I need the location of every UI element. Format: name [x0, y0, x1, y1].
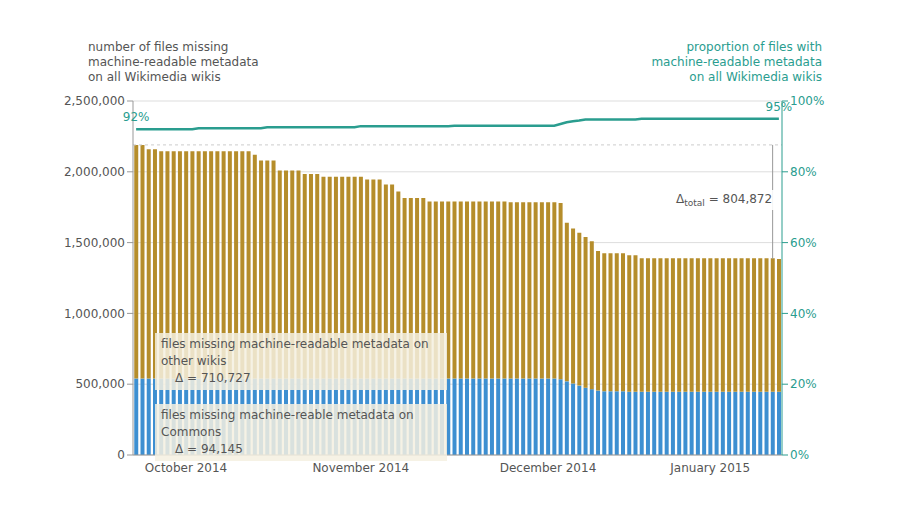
svg-text:500,000: 500,000 — [75, 377, 125, 391]
svg-text:0: 0 — [117, 448, 125, 462]
html-text:files missing machine-readable: files missing machine-readable metadata … — [161, 337, 429, 368]
html-text:on all Wikimedia wikis: on all Wikimedia wikis — [689, 70, 822, 84]
svg-text:60%: 60% — [790, 236, 817, 250]
svg-text:December 2014: December 2014 — [500, 461, 597, 475]
html-text:files missing machine-reable m: files missing machine-reable metadata on… — [161, 408, 414, 439]
html-text:machine-readable metadata: machine-readable metadata — [651, 55, 822, 69]
html-text:number of files missing: number of files missing — [88, 40, 229, 54]
svg-text:0%: 0% — [790, 448, 809, 462]
svg-text:80%: 80% — [790, 165, 817, 179]
svg-text:40%: 40% — [790, 307, 817, 321]
svg-text:20%: 20% — [790, 377, 817, 391]
svg-text:100%: 100% — [790, 94, 824, 108]
html-text:Δtotal= 804,872: Δtotal= 804,872 — [676, 192, 773, 209]
html-text:machine-readable metadata: machine-readable metadata — [88, 55, 259, 69]
html-text:Δ = 94,145: Δ = 94,145 — [175, 442, 243, 456]
html-text:Δ = 710,727: Δ = 710,727 — [175, 371, 251, 385]
svg-text:2,000,000: 2,000,000 — [64, 165, 125, 179]
svg-text:October 2014: October 2014 — [145, 461, 227, 475]
svg-text:1,000,000: 1,000,000 — [64, 307, 125, 321]
svg-text:95%: 95% — [766, 100, 793, 114]
html-text:proportion of files with: proportion of files with — [686, 40, 822, 54]
svg-text:2,500,000: 2,500,000 — [64, 94, 125, 108]
svg-text:92%: 92% — [123, 110, 150, 124]
html-text:on all Wikimedia wikis: on all Wikimedia wikis — [88, 70, 221, 84]
svg-text:1,500,000: 1,500,000 — [64, 236, 125, 250]
svg-text:January 2015: January 2015 — [669, 461, 750, 475]
svg-text:November 2014: November 2014 — [312, 461, 409, 475]
